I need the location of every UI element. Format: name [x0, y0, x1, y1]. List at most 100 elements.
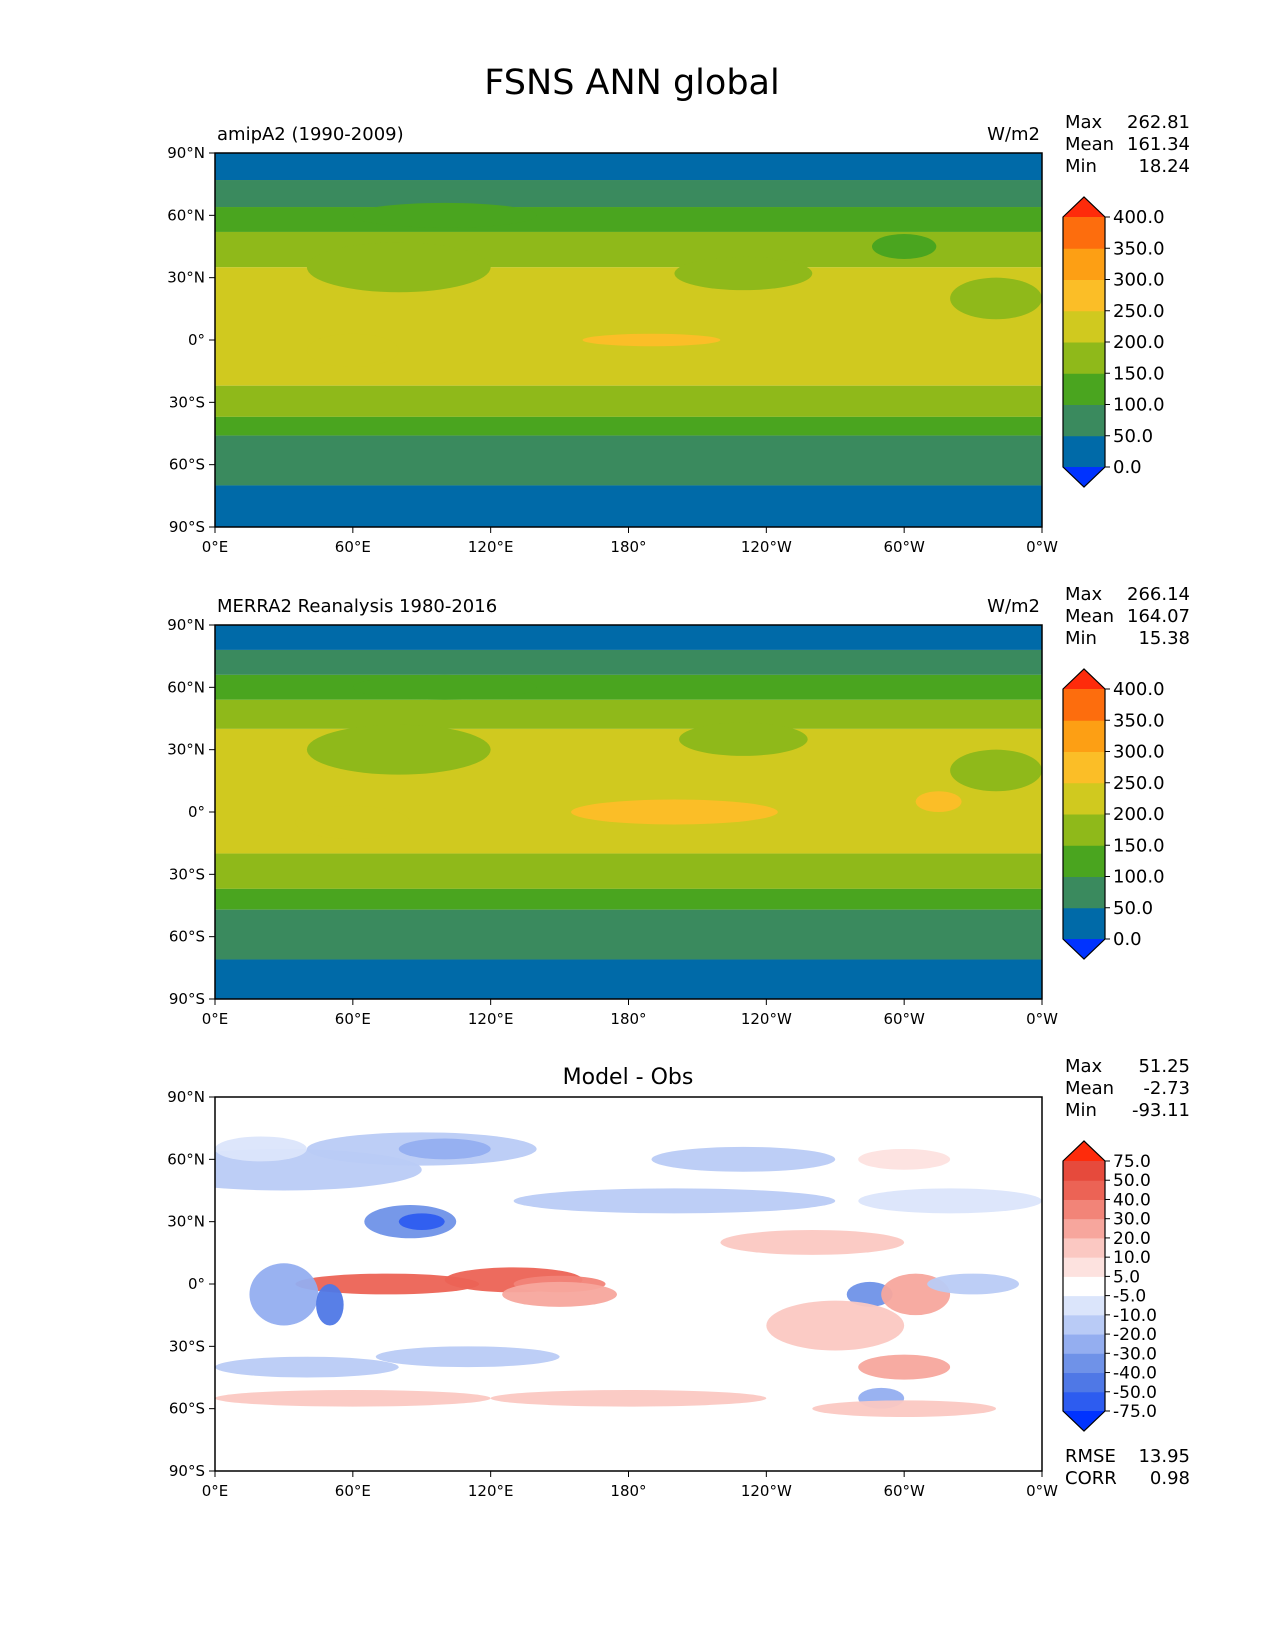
colorbar-segment — [1063, 1257, 1105, 1277]
field-patch — [490, 1389, 767, 1407]
colorbar-segment — [1063, 310, 1105, 343]
x-tick-label: 180° — [610, 1482, 646, 1500]
colorbar-segment — [1063, 404, 1105, 437]
field-band — [215, 485, 1042, 527]
colorbar-segment — [1063, 1314, 1105, 1335]
colorbar-label: 250.0 — [1113, 301, 1165, 322]
colorbar-label: -75.0 — [1113, 1402, 1157, 1422]
y-tick-label: 60°N — [167, 206, 205, 224]
y-tick-label: 60°S — [169, 928, 205, 946]
field-band — [215, 625, 1042, 650]
field-band — [215, 699, 1042, 729]
colorbar-segment — [1063, 876, 1105, 909]
y-tick-label: 60°N — [167, 678, 205, 696]
y-tick-label: 30°N — [167, 741, 205, 759]
colorbar-label: 5.0 — [1113, 1267, 1140, 1287]
footer-stat-value: 13.95 — [1138, 1446, 1190, 1467]
stats-box: Max 262.81 Mean 161.34 Min 18.24 — [1065, 112, 1190, 177]
colorbar-label: 30.0 — [1113, 1210, 1151, 1230]
colorbar-segment — [1063, 1218, 1105, 1239]
y-tick-label: 0° — [188, 1275, 205, 1293]
colorbar-label: -5.0 — [1113, 1287, 1146, 1307]
y-tick-label: 30°S — [169, 393, 205, 411]
colorbar-segment — [1063, 689, 1105, 721]
axes: 0°E 60°E 120°E 180° 120°W 60°W 0°W 90°N 60°N 30°N… — [167, 144, 1058, 556]
colorbar-label: 50.0 — [1113, 426, 1153, 447]
y-tick-label: 30°S — [169, 1337, 205, 1355]
x-tick-label: 60°E — [335, 538, 371, 556]
colorbar-label: 350.0 — [1113, 710, 1165, 731]
stat-label: Min — [1065, 1100, 1097, 1121]
x-tick-label: 120°W — [741, 1482, 792, 1500]
field-patch — [766, 1300, 905, 1351]
y-tick-label: 0° — [188, 803, 205, 821]
field-patch — [927, 1273, 1020, 1295]
field-patch — [679, 722, 808, 756]
field-patch — [846, 1281, 893, 1307]
y-tick-label: 90°S — [169, 518, 205, 536]
colorbar-label: 200.0 — [1113, 332, 1165, 353]
colorbar-extend-min — [1063, 1411, 1105, 1431]
colorbar-extend-max — [1063, 1141, 1105, 1161]
figure-title: FSNS ANN global — [484, 63, 779, 103]
panel-subtitle-left: MERRA2 Reanalysis 1980-2016 — [217, 596, 497, 617]
colorbar-segment — [1063, 1180, 1105, 1200]
panel-units: W/m2 — [987, 124, 1040, 145]
map-field — [215, 153, 1042, 527]
colorbar-label: 300.0 — [1113, 742, 1165, 763]
colorbar-segment — [1063, 248, 1105, 280]
field-band — [215, 674, 1042, 700]
x-tick-label: 60°W — [883, 1010, 925, 1028]
y-tick-label: 60°S — [169, 1400, 205, 1418]
field-band — [215, 416, 1042, 436]
field-band — [215, 649, 1042, 675]
colorbar-extend-min — [1063, 467, 1105, 487]
x-tick-label: 60°W — [883, 1482, 925, 1500]
colorbar-segment — [1063, 720, 1105, 752]
colorbar-segment — [1063, 1391, 1105, 1412]
x-tick-label: 120°W — [741, 538, 792, 556]
y-tick-label: 30°N — [167, 269, 205, 287]
stat-label: Mean — [1065, 606, 1114, 627]
colorbar-segment — [1063, 373, 1105, 405]
colorbar-label: 10.0 — [1113, 1248, 1151, 1268]
field-patch — [858, 1354, 951, 1380]
footer-stat-label: RMSE — [1065, 1446, 1116, 1467]
y-tick-label: 90°S — [169, 1462, 205, 1480]
x-tick-label: 0°E — [202, 538, 229, 556]
field-band — [215, 909, 1042, 960]
panel-title: Model - Obs — [563, 1065, 694, 1090]
colorbar-segment — [1063, 751, 1105, 784]
field-band — [215, 153, 1042, 181]
stat-label: Min — [1065, 156, 1097, 177]
field-patch — [249, 1263, 319, 1326]
colorbar-label: 400.0 — [1113, 679, 1165, 700]
y-tick-label: 30°N — [167, 1213, 205, 1231]
y-tick-label: 60°S — [169, 456, 205, 474]
stat-value: 262.81 — [1127, 112, 1190, 133]
field-patch — [352, 202, 537, 228]
colorbar-label: 20.0 — [1113, 1229, 1151, 1249]
x-tick-label: 120°W — [741, 1010, 792, 1028]
colorbar-label: 0.0 — [1113, 457, 1142, 478]
colorbar-label: 150.0 — [1113, 363, 1165, 384]
stats-box: Max 51.25 Mean -2.73 Min -93.11 — [1065, 1056, 1190, 1121]
field-patch — [812, 1400, 997, 1417]
footer-stat-label: CORR — [1065, 1468, 1117, 1489]
colorbar-label: 350.0 — [1113, 238, 1165, 259]
colorbar-label: 50.0 — [1113, 898, 1153, 919]
y-tick-label: 0° — [188, 331, 205, 349]
field-patch — [858, 1188, 1042, 1214]
colorbar-segment — [1063, 1295, 1105, 1316]
colorbar-segment — [1063, 1161, 1105, 1181]
field-patch — [316, 1284, 344, 1326]
x-tick-label: 0°E — [202, 1010, 229, 1028]
x-tick-label: 0°W — [1026, 1482, 1058, 1500]
field-band — [215, 888, 1042, 910]
colorbar-extend-max — [1063, 669, 1105, 689]
stat-value: 164.07 — [1127, 606, 1190, 627]
field-patch — [720, 1229, 905, 1255]
field-patch — [215, 1389, 491, 1407]
stat-label: Min — [1065, 628, 1097, 649]
field-band — [215, 207, 1042, 232]
